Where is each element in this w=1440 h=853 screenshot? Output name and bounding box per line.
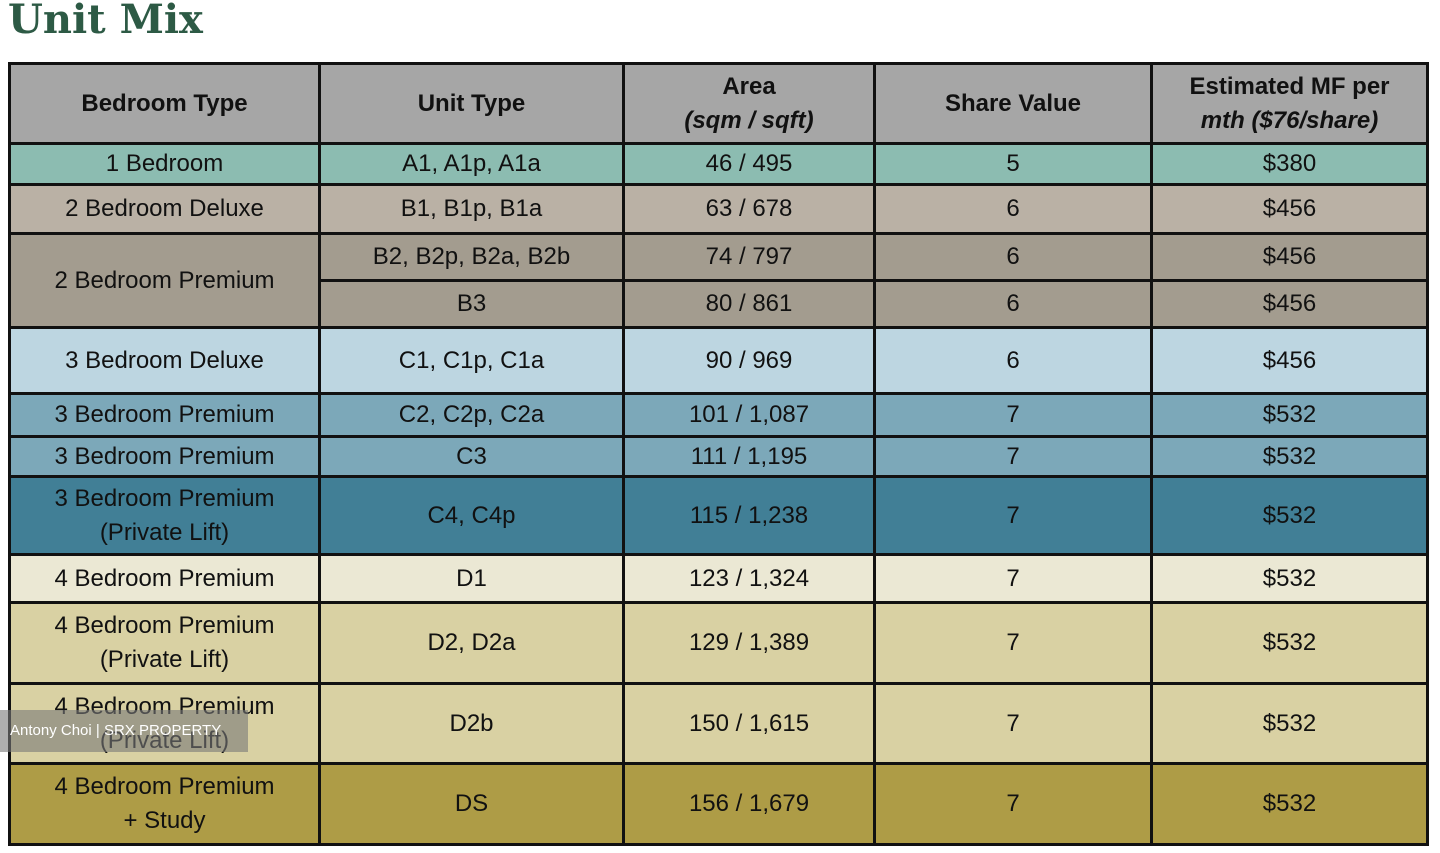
cell-line: Bedroom Type bbox=[81, 89, 248, 117]
unit-type-cell: D1 bbox=[318, 553, 625, 604]
bedroom-type-cell: 1 Bedroom bbox=[8, 142, 321, 186]
bedroom-type-cell: 4 Bedroom Premium bbox=[8, 553, 321, 604]
header-cell: Estimated MF per mth ($76/share) bbox=[1150, 62, 1429, 145]
unit-type-cell: C4, C4p bbox=[318, 475, 625, 556]
area-cell: 46 / 495 bbox=[622, 142, 876, 186]
bedroom-type-cell: 4 Bedroom Premium (Private Lift) bbox=[8, 601, 321, 685]
table-row: 3 Bedroom Premium C3 111 / 1,195 7 $532 bbox=[8, 435, 1429, 478]
table-row: 1 Bedroom A1, A1p, A1a 46 / 495 5 $380 bbox=[8, 142, 1429, 186]
cell-line: 4 Bedroom Premium bbox=[54, 564, 275, 592]
mf-cell: $456 bbox=[1150, 232, 1429, 282]
area-cell: 63 / 678 bbox=[622, 183, 876, 235]
cell-line: Unit Type bbox=[417, 89, 526, 117]
header-row: Bedroom Type Unit Type Area (sqm / sqft) Sha… bbox=[8, 62, 1429, 145]
mf-cell: $456 bbox=[1150, 279, 1429, 329]
unit-type-cell: D2b bbox=[318, 682, 625, 765]
area-cell: 115 / 1,238 bbox=[622, 475, 876, 556]
share-value-cell: 7 bbox=[873, 475, 1153, 556]
share-value-cell: 7 bbox=[873, 682, 1153, 765]
mf-cell: $532 bbox=[1150, 601, 1429, 685]
table-row: 2 Bedroom Deluxe B1, B1p, B1a 63 / 678 6 $45… bbox=[8, 183, 1429, 235]
header-cell: Area (sqm / sqft) bbox=[622, 62, 876, 145]
bedroom-type-cell: 3 Bedroom Deluxe bbox=[8, 326, 321, 395]
bedroom-type-cell: 3 Bedroom Premium (Private Lift) bbox=[8, 475, 321, 556]
cell-line: Area bbox=[722, 72, 776, 100]
header-cell: Bedroom Type bbox=[8, 62, 321, 145]
cell-line: 3 Bedroom Premium bbox=[54, 401, 275, 428]
unit-type-cell: B2, B2p, B2a, B2b bbox=[318, 232, 625, 282]
share-value-cell: 7 bbox=[873, 435, 1153, 478]
cell-line: 4 Bedroom Premium bbox=[54, 612, 275, 639]
cell-line: 1 Bedroom bbox=[105, 150, 224, 177]
area-cell: 90 / 969 bbox=[622, 326, 876, 395]
cell-line: (Private Lift) bbox=[99, 646, 230, 673]
share-value-cell: 7 bbox=[873, 553, 1153, 604]
bedroom-type-cell: 2 Bedroom Premium bbox=[8, 232, 321, 329]
table-row: 3 Bedroom Deluxe C1, C1p, C1a 90 / 969 6 $45… bbox=[8, 326, 1429, 395]
unit-type-cell: D2, D2a bbox=[318, 601, 625, 685]
share-value-cell: 6 bbox=[873, 232, 1153, 282]
area-cell: 156 / 1,679 bbox=[622, 762, 876, 846]
header-cell: Unit Type bbox=[318, 62, 625, 145]
area-cell: 111 / 1,195 bbox=[622, 435, 876, 478]
area-cell: 129 / 1,389 bbox=[622, 601, 876, 685]
area-cell: 150 / 1,615 bbox=[622, 682, 876, 765]
unit-type-cell: A1, A1p, A1a bbox=[318, 142, 625, 186]
share-value-cell: 6 bbox=[873, 326, 1153, 395]
table-row: 3 Bedroom Premium C2, C2p, C2a 101 / 1,087… bbox=[8, 392, 1429, 438]
unit-type-cell: C1, C1p, C1a bbox=[318, 326, 625, 395]
mf-cell: $532 bbox=[1150, 392, 1429, 438]
share-value-cell: 6 bbox=[873, 183, 1153, 235]
table-row: 2 Bedroom Premium B2, B2p, B2a, B2b 74 / 7… bbox=[8, 232, 1429, 329]
mf-cell: $532 bbox=[1150, 553, 1429, 604]
cell-line: + Study bbox=[123, 807, 206, 834]
cell-line: (sqm / sqft) bbox=[684, 106, 814, 134]
share-value-cell: 5 bbox=[873, 142, 1153, 186]
bedroom-type-cell: 3 Bedroom Premium bbox=[8, 392, 321, 438]
unit-type-cell: B1, B1p, B1a bbox=[318, 183, 625, 235]
table-row: 3 Bedroom Premium (Private Lift) C4, C4p 11… bbox=[8, 475, 1429, 556]
cell-line: (Private Lift) bbox=[99, 518, 230, 546]
bedroom-type-cell: 3 Bedroom Premium bbox=[8, 435, 321, 478]
mf-cell: $532 bbox=[1150, 682, 1429, 765]
mf-cell: $532 bbox=[1150, 475, 1429, 556]
table-row: 4 Bedroom Premium D1 123 / 1,324 7 $532 bbox=[8, 553, 1429, 604]
mf-cell: $532 bbox=[1150, 435, 1429, 478]
share-value-cell: 7 bbox=[873, 762, 1153, 846]
mf-cell: $456 bbox=[1150, 183, 1429, 235]
mf-cell: $456 bbox=[1150, 326, 1429, 395]
cell-line: 4 Bedroom Premium bbox=[54, 773, 275, 800]
area-cell: 80 / 861 bbox=[622, 279, 876, 329]
cell-line: 3 Bedroom Premium bbox=[54, 484, 275, 512]
table-row: 4 Bedroom Premium + Study DS 156 / 1,679 7 $5… bbox=[8, 762, 1429, 846]
area-cell: 101 / 1,087 bbox=[622, 392, 876, 438]
watermark: Antony Choi | SRX PROPERTY bbox=[0, 710, 248, 752]
cell-line: 2 Bedroom Premium bbox=[54, 266, 275, 294]
cell-line: 3 Bedroom Deluxe bbox=[65, 346, 264, 374]
cell-line: Estimated MF per bbox=[1189, 72, 1390, 100]
unit-type-cell: B3 bbox=[318, 279, 625, 329]
header-cell: Share Value bbox=[873, 62, 1153, 145]
cell-line: mth ($76/share) bbox=[1200, 106, 1379, 134]
share-value-cell: 7 bbox=[873, 601, 1153, 685]
cell-line: 2 Bedroom Deluxe bbox=[65, 195, 264, 222]
unit-type-cell: C3 bbox=[318, 435, 625, 478]
area-cell: 123 / 1,324 bbox=[622, 553, 876, 604]
unit-type-cell: DS bbox=[318, 762, 625, 846]
mf-cell: $532 bbox=[1150, 762, 1429, 846]
share-value-cell: 7 bbox=[873, 392, 1153, 438]
cell-line: 3 Bedroom Premium bbox=[54, 442, 275, 470]
cell-line: Share Value bbox=[944, 89, 1082, 117]
unit-type-cell: C2, C2p, C2a bbox=[318, 392, 625, 438]
mf-cell: $380 bbox=[1150, 142, 1429, 186]
share-value-cell: 6 bbox=[873, 279, 1153, 329]
bedroom-type-cell: 4 Bedroom Premium + Study bbox=[8, 762, 321, 846]
bedroom-type-cell: 2 Bedroom Deluxe bbox=[8, 183, 321, 235]
page-title: Unit Mix bbox=[8, 0, 203, 43]
area-cell: 74 / 797 bbox=[622, 232, 876, 282]
table-row: 4 Bedroom Premium (Private Lift) D2, D2a 12… bbox=[8, 601, 1429, 685]
